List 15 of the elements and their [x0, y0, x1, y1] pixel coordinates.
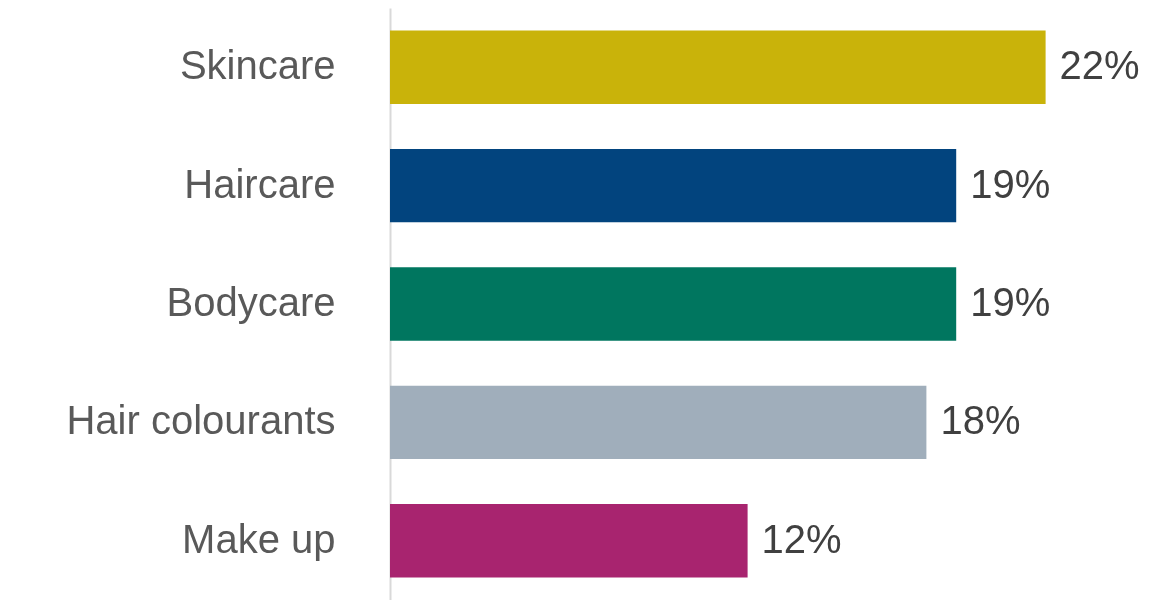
bar — [390, 504, 748, 578]
y-tick-label: Haircare — [184, 161, 336, 206]
y-tick-label: Hair colourants — [66, 398, 336, 443]
y-tick-label: Bodycare — [166, 280, 336, 324]
data-label: 12% — [761, 516, 842, 561]
data-label: 18% — [940, 398, 1021, 443]
y-tick-label: Skincare — [179, 43, 336, 88]
data-label: 19% — [970, 161, 1051, 206]
bar — [390, 385, 927, 460]
data-label: 22% — [1059, 43, 1140, 88]
bar — [390, 30, 1046, 104]
data-label: 19% — [970, 280, 1051, 324]
bar — [390, 267, 957, 341]
bar — [390, 148, 957, 223]
y-tick-label: Make up — [182, 516, 336, 561]
